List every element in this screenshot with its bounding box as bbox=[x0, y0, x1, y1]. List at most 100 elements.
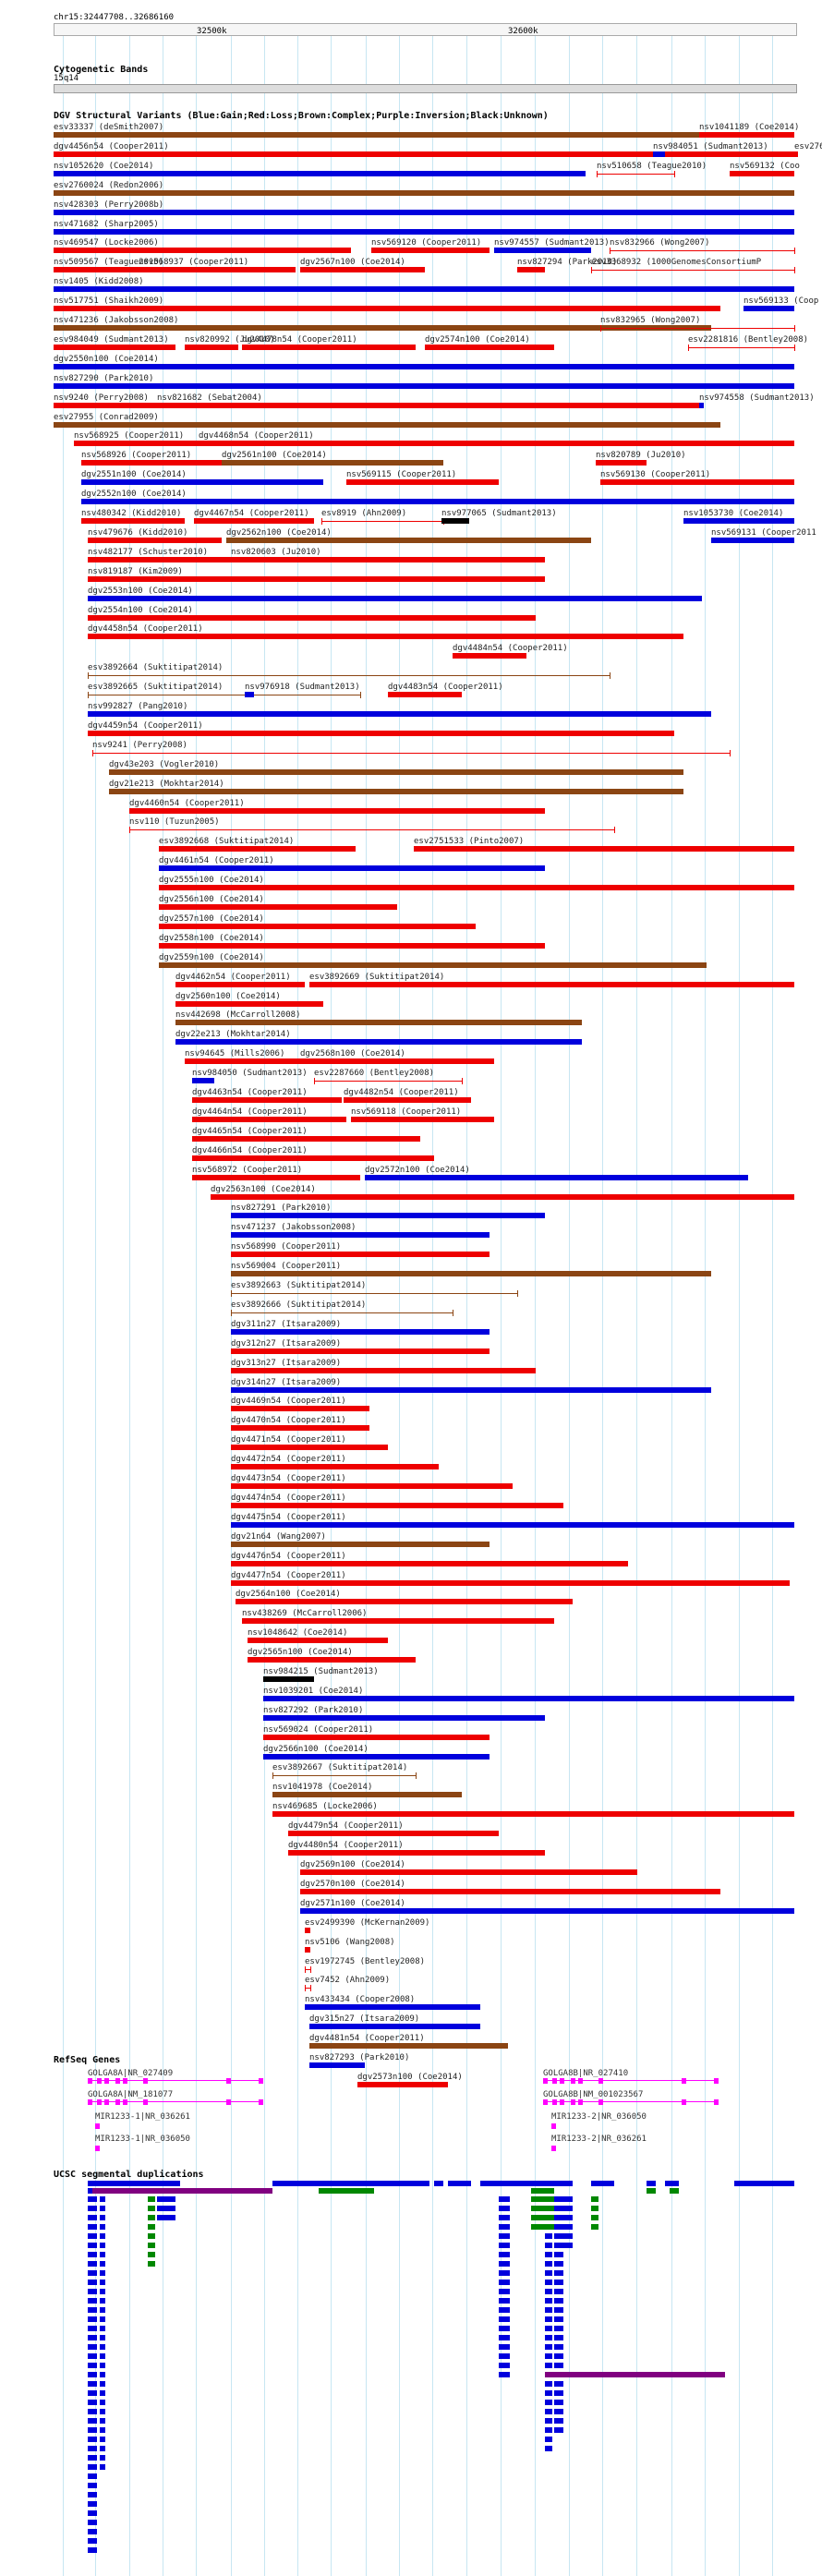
segdup-block[interactable] bbox=[100, 2381, 105, 2387]
variant-bar[interactable] bbox=[159, 885, 794, 890]
segdup-block[interactable] bbox=[554, 2427, 563, 2433]
gene-model[interactable] bbox=[543, 2080, 719, 2087]
segdup-block[interactable] bbox=[100, 2298, 105, 2304]
variant-bar[interactable] bbox=[231, 557, 545, 562]
variant-bar[interactable] bbox=[199, 441, 794, 446]
segdup-block[interactable] bbox=[88, 2547, 97, 2553]
variant-bar[interactable] bbox=[600, 479, 794, 485]
segdup-block[interactable] bbox=[88, 2261, 97, 2267]
variant-bar[interactable] bbox=[357, 2082, 448, 2087]
segdup-block[interactable] bbox=[554, 2196, 563, 2202]
variant-bar[interactable] bbox=[88, 634, 683, 639]
variant-bar[interactable] bbox=[175, 1001, 323, 1007]
segdup-block[interactable] bbox=[100, 2335, 105, 2340]
variant-bar[interactable] bbox=[730, 171, 794, 176]
segdup-block[interactable] bbox=[554, 2363, 563, 2368]
variant-bar[interactable] bbox=[517, 267, 545, 272]
variant-bar[interactable] bbox=[346, 479, 499, 485]
segdup-block[interactable] bbox=[545, 2335, 552, 2340]
segdup-block[interactable] bbox=[88, 2224, 97, 2230]
segdup-block[interactable] bbox=[665, 2181, 679, 2186]
variant-bar[interactable] bbox=[263, 1754, 490, 1760]
variant-bar[interactable] bbox=[192, 1175, 360, 1180]
variant-bar[interactable] bbox=[688, 347, 794, 348]
variant-bar[interactable] bbox=[211, 1194, 794, 1200]
segdup-block[interactable] bbox=[88, 2344, 97, 2350]
variant-bar[interactable] bbox=[231, 1213, 545, 1218]
variant-bar[interactable] bbox=[711, 538, 794, 543]
segdup-block[interactable] bbox=[88, 2473, 97, 2479]
segdup-block[interactable] bbox=[554, 2215, 563, 2220]
segdup-block[interactable] bbox=[88, 2307, 97, 2313]
segdup-block[interactable] bbox=[499, 2270, 510, 2276]
segdup-block[interactable] bbox=[545, 2418, 552, 2424]
segdup-block[interactable] bbox=[157, 2215, 175, 2220]
variant-bar[interactable] bbox=[453, 653, 526, 659]
segdup-block[interactable] bbox=[100, 2372, 105, 2377]
variant-bar[interactable] bbox=[321, 521, 443, 522]
segdup-block[interactable] bbox=[100, 2206, 105, 2211]
segdup-block[interactable] bbox=[554, 2344, 563, 2350]
segdup-block[interactable] bbox=[545, 2400, 552, 2405]
gene-model[interactable] bbox=[95, 2123, 100, 2129]
segdup-block[interactable] bbox=[647, 2181, 656, 2186]
variant-bar[interactable] bbox=[231, 1252, 490, 1257]
variant-bar[interactable] bbox=[365, 1175, 748, 1180]
variant-bar[interactable] bbox=[314, 1081, 462, 1082]
variant-bar[interactable] bbox=[300, 1889, 720, 1894]
segdup-block[interactable] bbox=[100, 2224, 105, 2230]
variant-bar[interactable] bbox=[54, 151, 794, 157]
segdup-block[interactable] bbox=[499, 2372, 510, 2377]
ruler-bar[interactable] bbox=[54, 23, 797, 36]
variant-bar[interactable] bbox=[272, 1775, 416, 1776]
variant-bar[interactable] bbox=[425, 345, 554, 350]
variant-bar[interactable] bbox=[54, 132, 794, 138]
variant-bar[interactable] bbox=[54, 306, 720, 311]
variant-bar[interactable] bbox=[54, 345, 175, 350]
segdup-block[interactable] bbox=[100, 2270, 105, 2276]
segdup-block[interactable] bbox=[554, 2390, 563, 2396]
variant-bar[interactable] bbox=[54, 190, 794, 196]
segdup-block[interactable] bbox=[157, 2196, 175, 2202]
variant-bar[interactable] bbox=[81, 499, 794, 504]
variant-bar[interactable] bbox=[88, 596, 702, 601]
variant-bar[interactable] bbox=[226, 538, 591, 543]
segdup-block[interactable] bbox=[554, 2381, 563, 2387]
segdup-block[interactable] bbox=[100, 2215, 105, 2220]
segdup-block[interactable] bbox=[88, 2206, 97, 2211]
segdup-block[interactable] bbox=[499, 2353, 510, 2359]
variant-bar[interactable] bbox=[245, 692, 254, 697]
variant-bar[interactable] bbox=[494, 248, 591, 253]
segdup-block[interactable] bbox=[148, 2233, 155, 2239]
gene-model[interactable] bbox=[543, 2101, 719, 2109]
segdup-block[interactable] bbox=[531, 2188, 554, 2194]
variant-bar[interactable] bbox=[600, 328, 794, 329]
segdup-block[interactable] bbox=[157, 2206, 175, 2211]
variant-bar[interactable] bbox=[54, 210, 794, 215]
segdup-block[interactable] bbox=[545, 2381, 552, 2387]
variant-bar[interactable] bbox=[88, 557, 231, 562]
variant-bar[interactable] bbox=[596, 460, 647, 466]
variant-bar[interactable] bbox=[309, 982, 794, 987]
segdup-block[interactable] bbox=[148, 2243, 155, 2248]
segdup-block[interactable] bbox=[88, 2233, 97, 2239]
segdup-block[interactable] bbox=[88, 2270, 97, 2276]
segdup-block[interactable] bbox=[88, 2280, 97, 2285]
segdup-block[interactable] bbox=[272, 2181, 429, 2186]
variant-bar[interactable] bbox=[309, 2024, 480, 2029]
variant-bar[interactable] bbox=[351, 1117, 494, 1122]
segdup-block[interactable] bbox=[100, 2196, 105, 2202]
variant-bar[interactable] bbox=[231, 1368, 536, 1373]
segdup-block[interactable] bbox=[100, 2280, 105, 2285]
segdup-block[interactable] bbox=[554, 2307, 563, 2313]
segdup-block[interactable] bbox=[100, 2390, 105, 2396]
segdup-block[interactable] bbox=[554, 2289, 563, 2294]
segdup-block[interactable] bbox=[499, 2335, 510, 2340]
variant-bar[interactable] bbox=[129, 808, 545, 814]
variant-bar[interactable] bbox=[54, 229, 794, 235]
segdup-block[interactable] bbox=[148, 2206, 155, 2211]
segdup-block[interactable] bbox=[591, 2206, 598, 2211]
segdup-block[interactable] bbox=[554, 2335, 563, 2340]
variant-bar[interactable] bbox=[683, 518, 794, 524]
segdup-block[interactable] bbox=[545, 2353, 552, 2359]
